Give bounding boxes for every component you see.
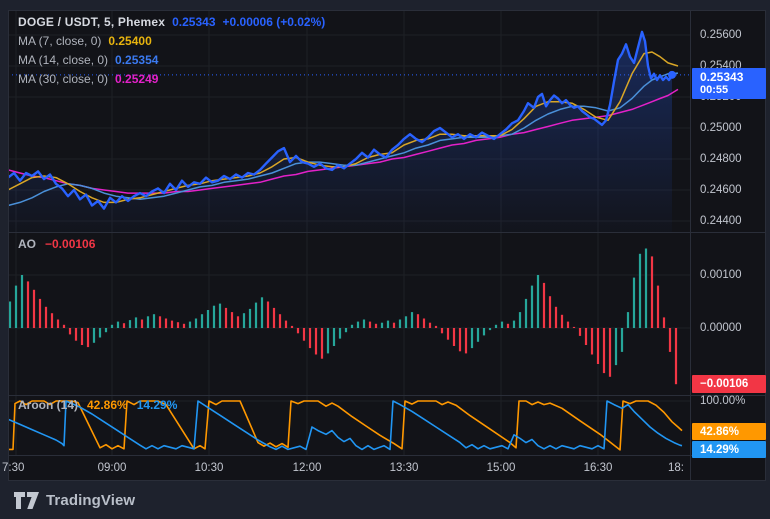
symbol-legend-row[interactable]: DOGE / USDT, 5, Phemex 0.25343 +0.00006 … bbox=[18, 12, 325, 31]
last-price-value: 0.25343 bbox=[172, 14, 216, 29]
price-line bbox=[8, 30, 674, 210]
bar-countdown: 00:55 bbox=[700, 84, 729, 96]
time-label: 12:00 bbox=[292, 462, 322, 474]
current-price: 0.25343 bbox=[700, 70, 744, 84]
aroon-up-value: 42.86% bbox=[87, 398, 128, 412]
time-label: 7:30 bbox=[2, 462, 25, 474]
time-label: 16:30 bbox=[583, 462, 613, 474]
ma30-value: 0.25249 bbox=[115, 71, 159, 86]
time-label: 15:00 bbox=[486, 462, 516, 474]
ao-axis-label: 0.00100 bbox=[700, 269, 742, 281]
ma7-value: 0.25400 bbox=[108, 33, 152, 48]
ma7-legend-row[interactable]: MA (7, close, 0) 0.25400 bbox=[18, 31, 325, 50]
ao-value: −0.00106 bbox=[45, 237, 96, 251]
last-price-marker bbox=[668, 70, 676, 79]
ao-axis-label: 0.00000 bbox=[700, 322, 742, 334]
price-axis-label: 0.24400 bbox=[700, 215, 742, 227]
ao-pane-plot bbox=[8, 248, 678, 385]
tradingview-logo-icon bbox=[14, 492, 39, 509]
ma14-legend-row[interactable]: MA (14, close, 0) 0.25354 bbox=[18, 50, 325, 69]
aroon-up-badge[interactable]: 42.86% bbox=[692, 423, 766, 440]
tradingview-logo[interactable]: TradingView bbox=[14, 492, 135, 509]
ao-legend-row[interactable]: AO −0.00106 bbox=[18, 237, 95, 251]
ma7-label: MA (7, close, 0) bbox=[18, 33, 102, 48]
ao-value-badge[interactable]: −0.00106 bbox=[692, 375, 766, 393]
symbol-title[interactable]: DOGE / USDT, 5, Phemex bbox=[18, 14, 166, 29]
aroon-axis-label: 100.00% bbox=[700, 395, 746, 407]
aroon-down-value: 14.29% bbox=[136, 398, 178, 412]
aroon-up-line bbox=[8, 400, 683, 451]
price-axis-label: 0.24800 bbox=[700, 153, 742, 165]
price-axis-label: 0.25600 bbox=[700, 29, 742, 41]
time-label: 13:30 bbox=[389, 462, 419, 474]
ao-title: AO bbox=[18, 237, 36, 251]
price-area-fill bbox=[8, 31, 672, 232]
time-label: 10:30 bbox=[194, 462, 224, 474]
ma14-value: 0.25354 bbox=[115, 52, 159, 67]
current-price-badge[interactable]: 0.25343 00:55 bbox=[692, 68, 766, 99]
legend: DOGE / USDT, 5, Phemex 0.25343 +0.00006 … bbox=[18, 12, 325, 88]
ma30-legend-row[interactable]: MA (30, close, 0) 0.25249 bbox=[18, 69, 325, 88]
price-pane-plot bbox=[8, 30, 679, 232]
time-label: 18: bbox=[668, 462, 684, 474]
ma14-label: MA (14, close, 0) bbox=[18, 52, 109, 67]
price-axis-label: 0.25000 bbox=[700, 122, 742, 134]
aroon-legend-row[interactable]: Aroon (14) 42.86% 14.29% bbox=[18, 398, 177, 412]
aroon-title: Aroon (14) bbox=[18, 398, 78, 412]
ma30-line bbox=[8, 88, 679, 194]
tradingview-logo-text: TradingView bbox=[46, 492, 136, 509]
aroon-down-line bbox=[8, 400, 683, 451]
pane-separators bbox=[8, 10, 766, 481]
aroon-pane-plot bbox=[8, 400, 683, 451]
time-label: 09:00 bbox=[97, 462, 127, 474]
ma30-label: MA (30, close, 0) bbox=[18, 71, 109, 86]
price-change-value: +0.00006 (+0.02%) bbox=[222, 14, 326, 29]
price-axis-label: 0.24600 bbox=[700, 184, 742, 196]
aroon-down-badge[interactable]: 14.29% bbox=[692, 441, 766, 458]
